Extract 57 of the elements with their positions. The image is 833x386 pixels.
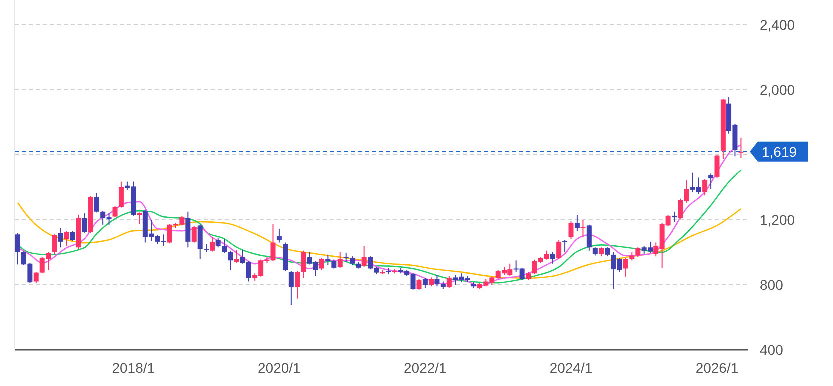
candlestick xyxy=(52,234,58,255)
candlestick xyxy=(580,220,586,238)
candlestick xyxy=(234,250,240,264)
candlestick xyxy=(434,274,440,288)
candlestick xyxy=(702,178,708,196)
candlestick xyxy=(623,258,628,278)
candlestick xyxy=(636,247,641,258)
candlestick xyxy=(222,239,228,254)
candlestick xyxy=(82,213,88,234)
candlestick xyxy=(192,226,197,244)
candlestick xyxy=(338,252,343,268)
candlestick xyxy=(550,252,556,264)
candlestick xyxy=(186,211,191,248)
candlestick xyxy=(556,240,562,260)
y-tick-label: 2,400 xyxy=(760,17,796,33)
candlestick xyxy=(362,246,367,268)
candlestick xyxy=(210,236,216,252)
candlestick xyxy=(586,224,592,252)
x-tick-label: 2018/1 xyxy=(112,360,156,376)
candlestick xyxy=(58,228,64,248)
y-tick-label: 2,000 xyxy=(760,82,796,98)
candlestick xyxy=(326,254,331,266)
candlestick xyxy=(738,137,744,159)
x-tick-label: 2020/1 xyxy=(258,360,302,376)
candlestick xyxy=(137,212,142,225)
x-tick-label: 2024/1 xyxy=(550,360,593,376)
candlestick xyxy=(562,240,568,253)
candlestick xyxy=(216,237,221,248)
candlestick xyxy=(301,250,306,279)
candlestick xyxy=(94,192,100,214)
x-tick-label: 2026/1 xyxy=(696,360,739,376)
candlestick xyxy=(276,228,282,244)
line-series xyxy=(17,202,742,279)
candlestick xyxy=(446,276,452,289)
candlestick xyxy=(118,181,124,208)
candlestick xyxy=(15,232,20,266)
ref-line-label: 1,619 xyxy=(762,144,798,160)
candlestick xyxy=(416,278,422,290)
candlestick xyxy=(288,270,294,306)
candlestick xyxy=(714,154,720,180)
candlestick xyxy=(708,173,714,190)
candlestick xyxy=(198,224,203,260)
candlestick xyxy=(70,230,76,242)
x-tick-label: 2022/1 xyxy=(404,360,448,376)
y-tick-label: 400 xyxy=(760,342,784,358)
candlestick xyxy=(295,270,300,300)
candlestick xyxy=(568,221,574,240)
candlestick xyxy=(574,214,580,232)
candlestick xyxy=(64,230,70,246)
candlestick xyxy=(672,211,677,223)
candlestick xyxy=(228,250,234,271)
candlestick xyxy=(112,206,118,218)
candlestick xyxy=(319,258,324,271)
y-tick-label: 1,200 xyxy=(760,212,796,228)
candlestick xyxy=(422,278,428,289)
candlestick xyxy=(34,272,39,284)
y-tick-label: 800 xyxy=(760,277,784,293)
